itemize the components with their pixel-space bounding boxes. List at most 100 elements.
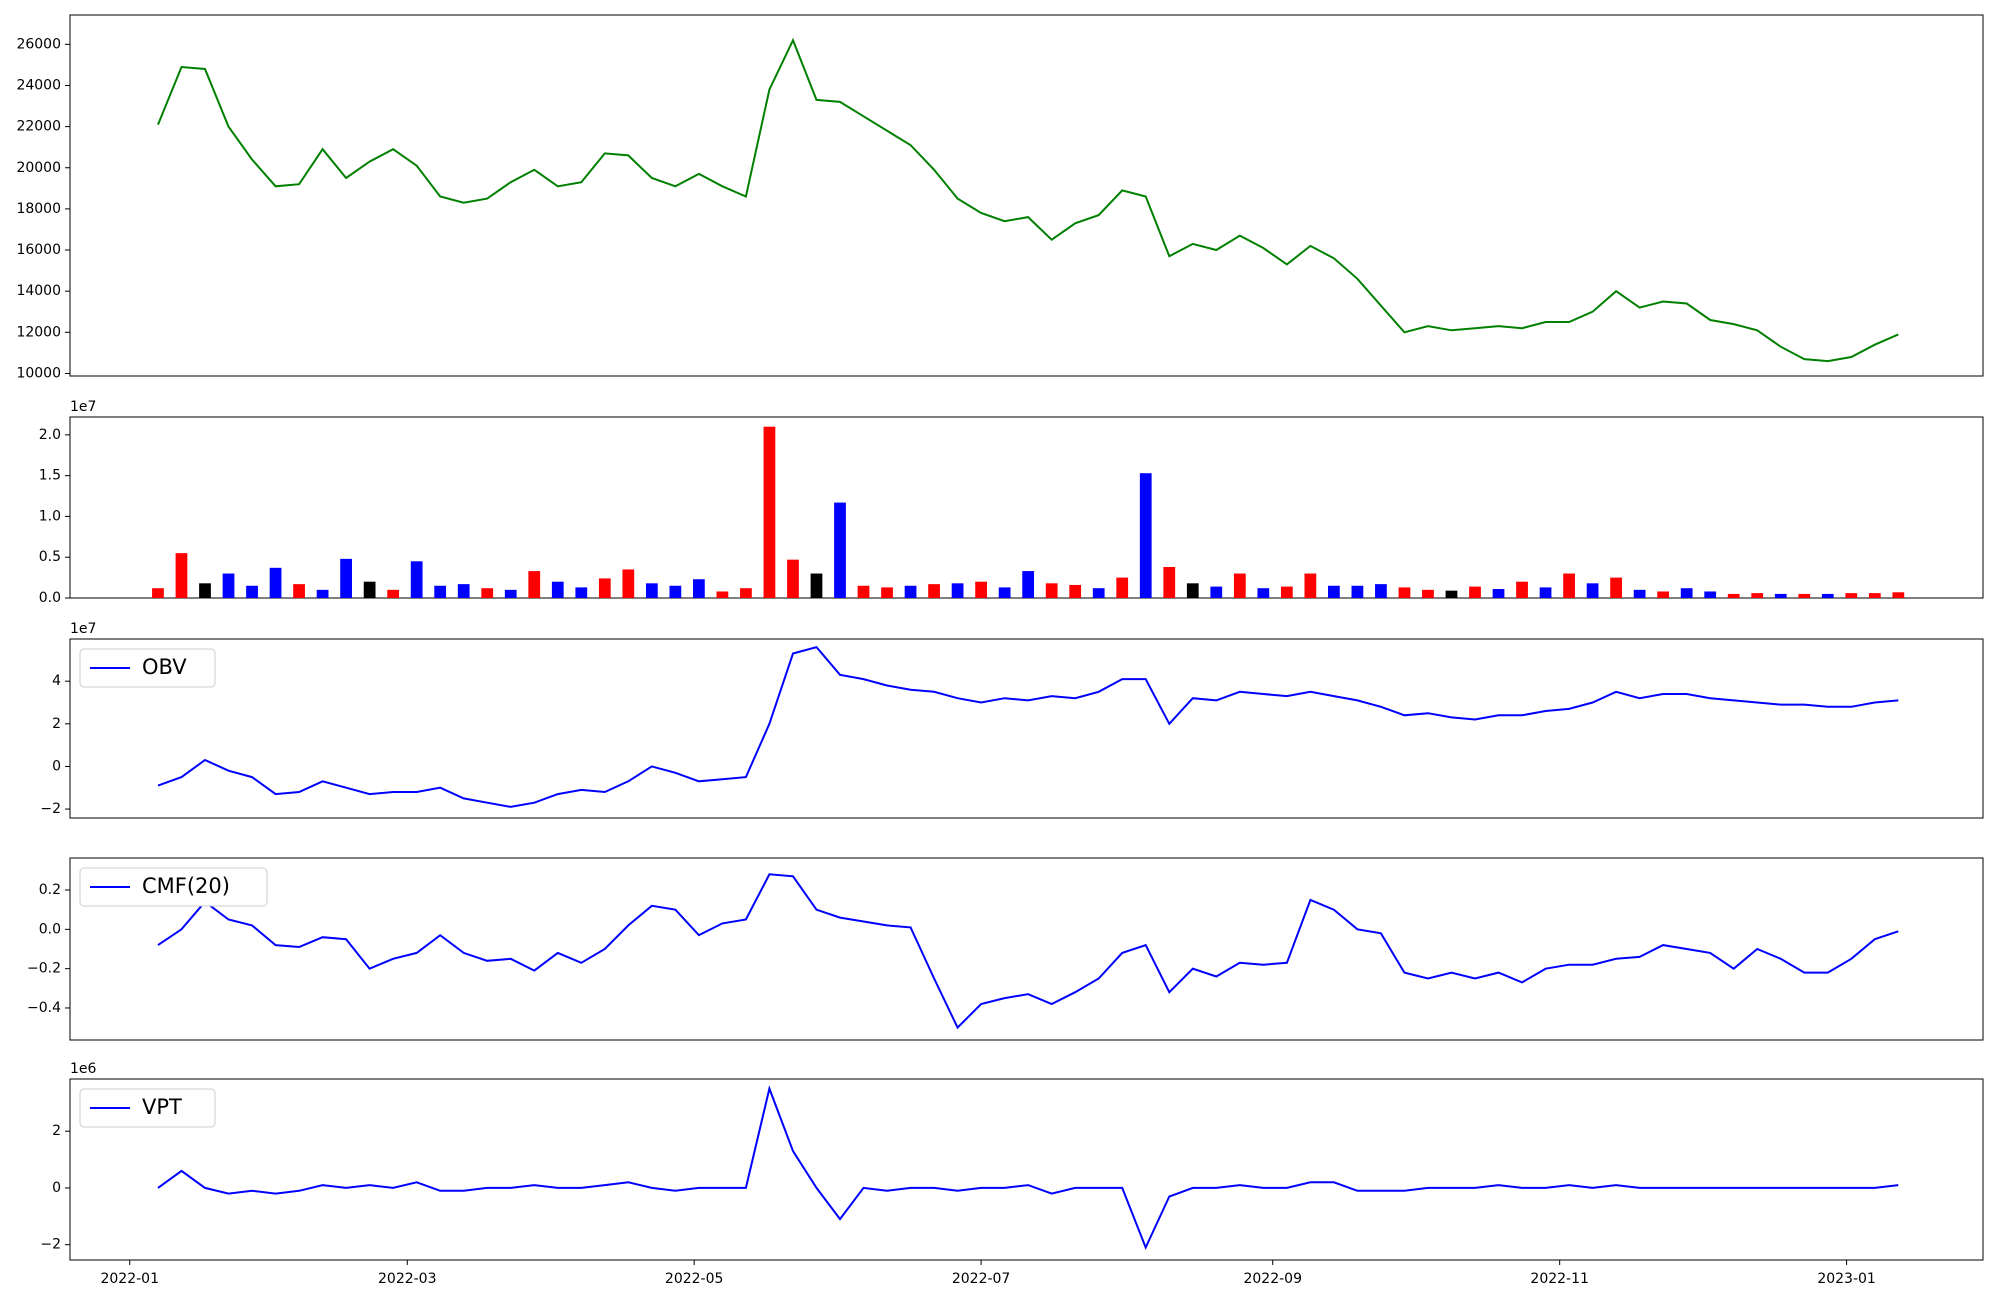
bar bbox=[175, 553, 188, 598]
bar bbox=[645, 583, 658, 598]
legend-label: VPT bbox=[142, 1095, 182, 1119]
bar bbox=[1022, 571, 1035, 598]
data-line bbox=[157, 1085, 1899, 1251]
bar bbox=[1751, 593, 1764, 598]
y-tick-label: 26000 bbox=[16, 36, 61, 52]
bar bbox=[1445, 590, 1458, 598]
y-tick-label: 2.0 bbox=[39, 427, 61, 443]
bar bbox=[551, 581, 564, 598]
bar bbox=[716, 591, 729, 598]
bar bbox=[810, 573, 823, 598]
bar bbox=[1633, 589, 1646, 598]
bar bbox=[763, 426, 776, 598]
bar bbox=[1845, 593, 1858, 598]
legend-label: CMF(20) bbox=[142, 874, 230, 898]
y-tick-label: 0.0 bbox=[39, 590, 61, 606]
x-tick-label: 2023-01 bbox=[1817, 1271, 1876, 1287]
bar bbox=[951, 583, 964, 598]
data-line bbox=[157, 645, 1899, 808]
plot-frame bbox=[69, 857, 1984, 1041]
bar bbox=[622, 569, 635, 598]
y-tick-label: 0.0 bbox=[39, 921, 61, 937]
bar bbox=[904, 585, 917, 598]
bar bbox=[457, 584, 470, 598]
bar bbox=[528, 571, 541, 598]
bar bbox=[1233, 573, 1246, 598]
bar bbox=[1186, 583, 1199, 598]
bar bbox=[199, 583, 211, 598]
plot-frame bbox=[69, 416, 1984, 599]
bar bbox=[1422, 589, 1434, 598]
bar bbox=[1045, 583, 1058, 598]
bar bbox=[1539, 587, 1552, 598]
bar bbox=[1398, 587, 1411, 598]
x-tick-label: 2022-05 bbox=[665, 1271, 724, 1287]
y-tick-label: −0.4 bbox=[27, 1000, 61, 1016]
bar bbox=[1774, 593, 1787, 598]
legend: OBV bbox=[79, 648, 216, 688]
bar bbox=[1163, 567, 1176, 598]
legend-box bbox=[79, 1088, 216, 1128]
y-tick-label: 24000 bbox=[16, 77, 61, 93]
plot-frame bbox=[69, 1078, 1984, 1261]
y-tick-label: 22000 bbox=[16, 119, 61, 135]
bar bbox=[1092, 588, 1105, 598]
x-tick-label: 2022-11 bbox=[1530, 1271, 1589, 1287]
bar bbox=[1727, 593, 1740, 598]
bar bbox=[246, 585, 258, 598]
data-line bbox=[157, 37, 1899, 363]
legend: CMF(20) bbox=[79, 867, 268, 907]
y-tick-label: 2 bbox=[52, 1123, 61, 1139]
bar bbox=[293, 584, 305, 598]
bar bbox=[1469, 586, 1481, 598]
legend-label: OBV bbox=[142, 655, 187, 679]
plot-frame bbox=[69, 14, 1984, 377]
bar bbox=[1069, 584, 1082, 598]
bar bbox=[1704, 591, 1717, 598]
bar bbox=[669, 585, 682, 598]
x-tick-label: 2022-09 bbox=[1243, 1271, 1302, 1287]
bar bbox=[1680, 588, 1693, 598]
bar bbox=[269, 567, 282, 598]
bar bbox=[1516, 581, 1528, 598]
x-tick-label: 2022-01 bbox=[100, 1271, 159, 1287]
bar bbox=[1351, 585, 1364, 598]
legend-box bbox=[79, 867, 268, 907]
data-line bbox=[157, 873, 1899, 1030]
bar bbox=[834, 502, 846, 598]
y-tick-label: 18000 bbox=[16, 201, 61, 217]
bar bbox=[410, 561, 423, 598]
bar bbox=[1375, 584, 1387, 598]
bar bbox=[575, 587, 588, 598]
bar bbox=[1657, 591, 1670, 598]
bar bbox=[740, 588, 752, 598]
bar bbox=[340, 558, 352, 598]
y-tick-label: 0 bbox=[52, 758, 61, 774]
y-tick-label: 1.5 bbox=[39, 468, 61, 484]
axis-multiplier: 1e7 bbox=[70, 399, 96, 415]
bar bbox=[1610, 577, 1622, 598]
bar bbox=[1563, 573, 1575, 598]
bar bbox=[998, 587, 1011, 598]
bar bbox=[1304, 573, 1317, 598]
bar bbox=[363, 581, 376, 598]
y-tick-label: 1.0 bbox=[39, 508, 61, 524]
bar bbox=[1328, 585, 1340, 598]
y-tick-label: −0.2 bbox=[27, 961, 61, 977]
bar bbox=[787, 559, 799, 598]
bar bbox=[1586, 583, 1599, 598]
y-tick-label: 20000 bbox=[16, 160, 61, 176]
bar bbox=[316, 589, 329, 598]
bar bbox=[1139, 473, 1152, 598]
axis-multiplier: 1e6 bbox=[70, 1061, 97, 1077]
bar bbox=[1280, 586, 1293, 598]
y-tick-label: −2 bbox=[40, 1237, 61, 1253]
y-tick-label: 0.2 bbox=[39, 882, 61, 898]
y-tick-label: 10000 bbox=[16, 365, 61, 381]
bar bbox=[857, 585, 870, 598]
y-tick-label: 0.5 bbox=[39, 549, 61, 565]
bar bbox=[1868, 593, 1881, 598]
x-tick-label: 2022-07 bbox=[952, 1271, 1011, 1287]
axis-multiplier: 1e7 bbox=[70, 621, 96, 637]
